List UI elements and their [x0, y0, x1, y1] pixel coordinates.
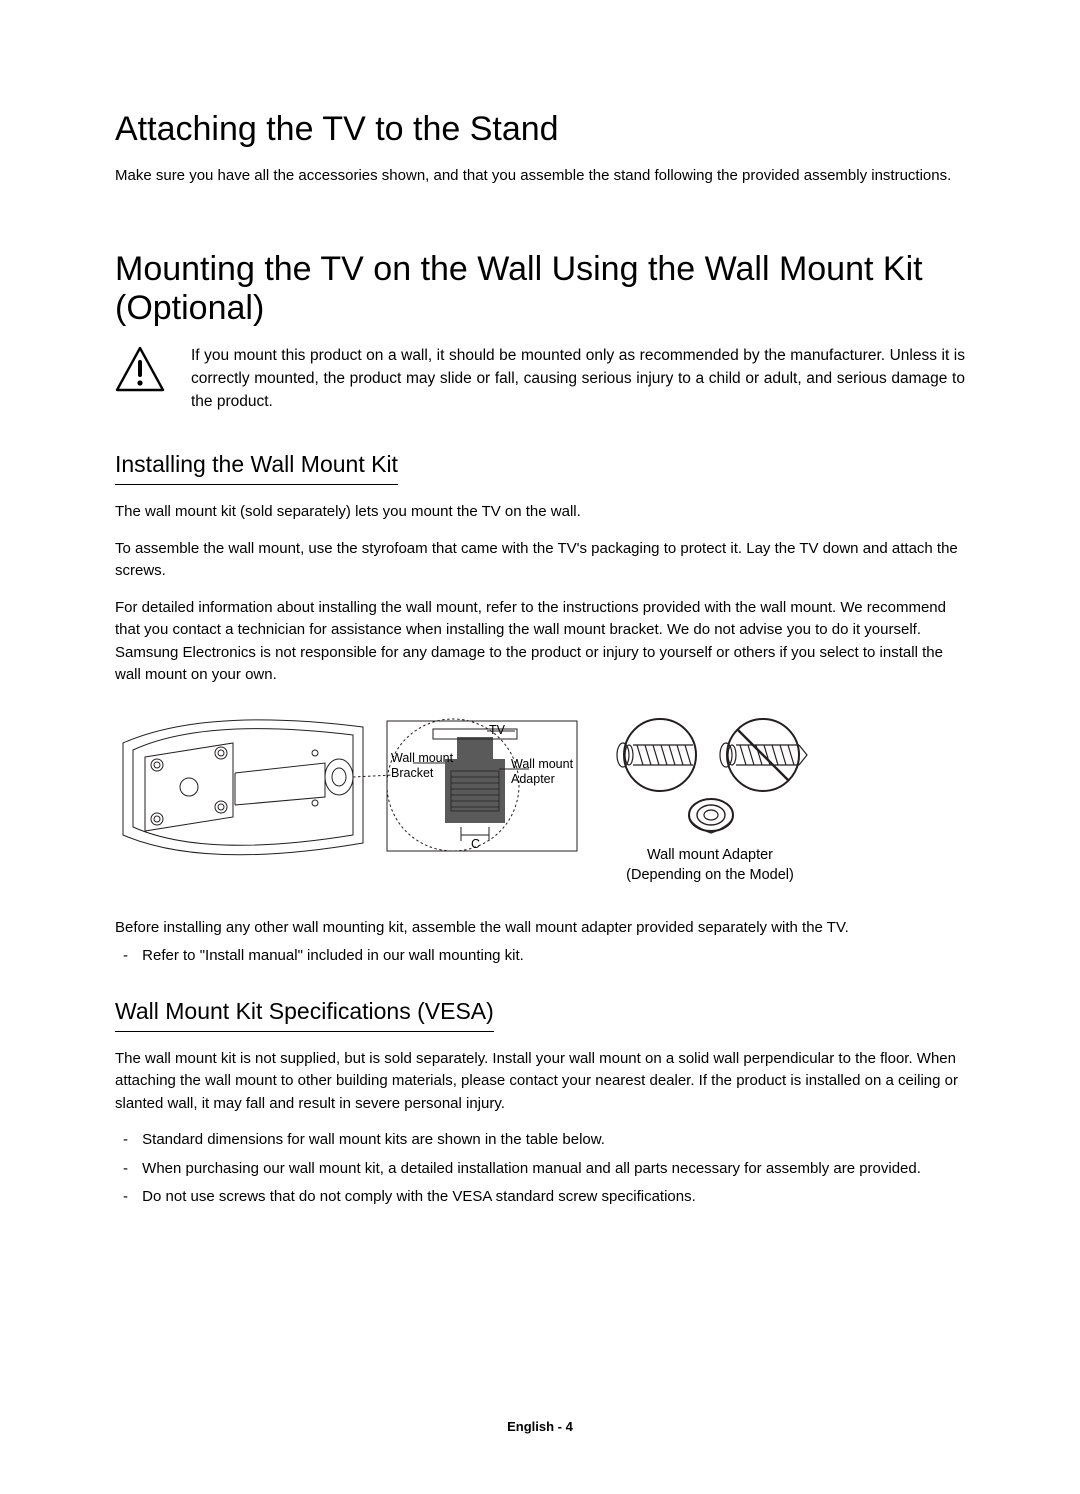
install-p1: The wall mount kit (sold separately) let… — [115, 501, 965, 524]
warning-block: If you mount this product on a wall, it … — [115, 344, 965, 414]
vesa-bullets: Standard dimensions for wall mount kits … — [115, 1129, 965, 1209]
diagram-caption: Wall mount Adapter (Depending on the Mod… — [605, 845, 815, 886]
body-attach-stand: Make sure you have all the accessories s… — [115, 165, 965, 188]
diagram-caption-l2: (Depending on the Model) — [626, 867, 794, 883]
diag-label-bracket: Wall mount Bracket — [391, 751, 453, 781]
heading-wall-mount: Mounting the TV on the Wall Using the Wa… — [115, 250, 965, 328]
diagram-caption-l1: Wall mount Adapter — [647, 847, 773, 863]
list-item: Standard dimensions for wall mount kits … — [123, 1129, 965, 1152]
heading-vesa: Wall Mount Kit Specifications (VESA) — [115, 998, 494, 1032]
heading-install-kit: Installing the Wall Mount Kit — [115, 451, 398, 485]
list-item: When purchasing our wall mount kit, a de… — [123, 1158, 965, 1181]
install-bullets: Refer to "Install manual" included in ou… — [115, 945, 965, 968]
install-p2: To assemble the wall mount, use the styr… — [115, 538, 965, 583]
diag-label-c: C — [471, 837, 480, 852]
wall-mount-diagram: TV Wall mount Bracket Wall mount Adapter… — [115, 715, 965, 895]
diag-label-tv: TV — [489, 723, 505, 738]
heading-attach-stand: Attaching the TV to the Stand — [115, 110, 965, 149]
warning-icon — [115, 346, 165, 397]
warning-text: If you mount this product on a wall, it … — [191, 344, 965, 414]
list-item: Do not use screws that do not comply wit… — [123, 1186, 965, 1209]
page-footer: English - 4 — [0, 1419, 1080, 1434]
install-p4: Before installing any other wall mountin… — [115, 917, 965, 940]
diag-label-adapter: Wall mount Adapter — [511, 757, 573, 787]
vesa-p1: The wall mount kit is not supplied, but … — [115, 1048, 965, 1116]
list-item: Refer to "Install manual" included in ou… — [123, 945, 965, 968]
install-p3: For detailed information about installin… — [115, 597, 965, 687]
